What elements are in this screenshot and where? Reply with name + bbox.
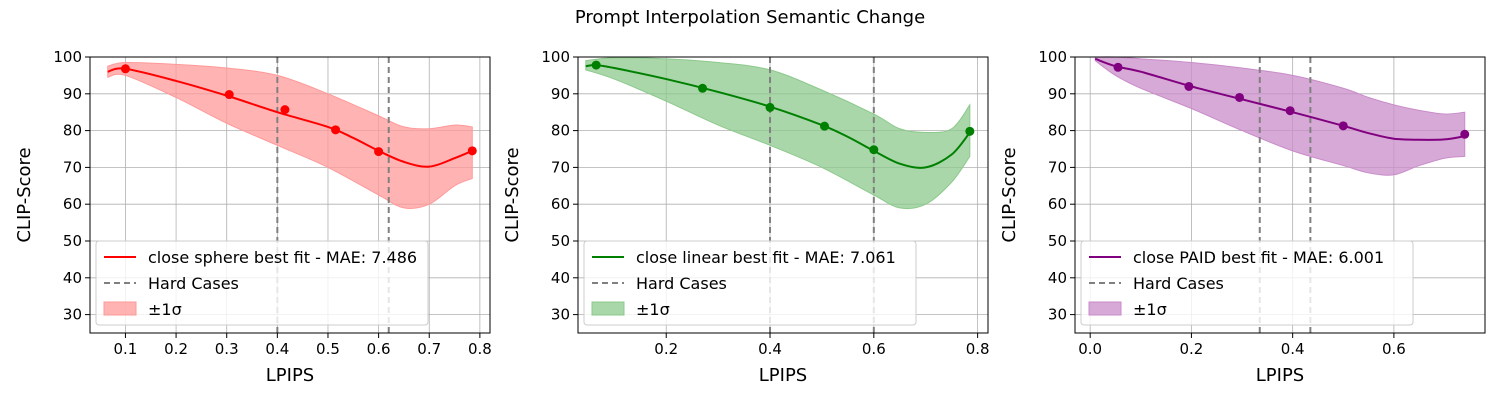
x-tick-label: 0.4: [1281, 340, 1305, 358]
data-point: [120, 64, 130, 74]
x-tick-label: 0.0: [1078, 340, 1102, 358]
best-fit-line: [107, 67, 473, 168]
y-tick-label: 70: [551, 158, 570, 176]
y-tick-label: 100: [541, 48, 570, 66]
y-tick-label: 70: [1048, 158, 1067, 176]
legend-band-swatch: [1088, 301, 1122, 316]
legend: close PAID best fit - MAE: 6.001 Hard Ca…: [1080, 240, 1414, 326]
y-tick-label: 90: [551, 85, 570, 103]
y-tick-label: 50: [1048, 232, 1067, 250]
x-tick-label: 0.7: [417, 340, 441, 358]
x-tick-label: 0.3: [215, 340, 239, 358]
legend: close sphere best fit - MAE: 7.486 Hard …: [95, 240, 429, 326]
x-tick-label: 0.2: [654, 340, 678, 358]
x-axis-label: LPIPS: [759, 365, 807, 386]
y-axis-label: CLIP-Score: [999, 147, 1020, 242]
x-tick-label: 0.6: [367, 340, 391, 358]
y-tick-label: 40: [63, 269, 82, 287]
legend-hard-label: Hard Cases: [1133, 274, 1224, 293]
sigma-band: [585, 57, 971, 210]
y-axis-label: CLIP-Score: [502, 147, 523, 242]
y-tick-label: 30: [63, 306, 82, 324]
y-tick-label: 90: [1048, 85, 1067, 103]
legend-band-swatch: [591, 301, 625, 316]
y-tick-label: 40: [1048, 269, 1067, 287]
x-tick-label: 0.5: [316, 340, 340, 358]
x-tick-label: 0.6: [1382, 340, 1406, 358]
sigma-band: [107, 61, 473, 209]
legend-hard-label: Hard Cases: [148, 274, 239, 293]
y-tick-label: 60: [1048, 195, 1067, 213]
data-point: [820, 121, 830, 131]
y-tick-label: 30: [1048, 306, 1067, 324]
y-tick-label: 80: [63, 122, 82, 140]
y-tick-label: 50: [63, 232, 82, 250]
figure-title: Prompt Interpolation Semantic Change: [575, 7, 925, 28]
y-tick-label: 100: [53, 48, 82, 66]
x-tick-label: 0.8: [966, 340, 990, 358]
data-point: [374, 147, 384, 157]
y-tick-label: 80: [551, 122, 570, 140]
legend-band-label: ±1σ: [1133, 300, 1167, 319]
legend-fit-label: close linear best fit - MAE: 7.061: [636, 248, 896, 267]
data-point: [224, 90, 234, 100]
y-tick-label: 40: [551, 269, 570, 287]
data-point: [1113, 62, 1123, 72]
data-point: [1285, 106, 1295, 116]
data-point: [869, 145, 879, 155]
y-tick-label: 60: [551, 195, 570, 213]
legend-band-label: ±1σ: [148, 300, 182, 319]
legend-band-label: ±1σ: [636, 300, 670, 319]
x-tick-label: 0.1: [114, 340, 138, 358]
legend-hard-label: Hard Cases: [636, 274, 727, 293]
best-fit-line: [1094, 57, 1465, 141]
y-tick-label: 70: [63, 158, 82, 176]
y-tick-label: 100: [1038, 48, 1067, 66]
legend-fit-label: close PAID best fit - MAE: 6.001: [1133, 248, 1384, 267]
subplot-paid: 0.0 0.2 0.4 0.6 30 40 50 60 70 80 90 100 LPIPS CLIP…: [999, 48, 1486, 386]
subplot-sphere: 0.1 0.2 0.3 0.4 0.5 0.6 0.7 0.8 30 40 50 60 70 80 90 10…: [14, 48, 492, 386]
x-axis-label: LPIPS: [1256, 365, 1304, 386]
data-point: [1184, 81, 1194, 91]
data-point: [1338, 121, 1348, 131]
legend-fit-label: close sphere best fit - MAE: 7.486: [148, 248, 417, 267]
y-tick-label: 60: [63, 195, 82, 213]
x-tick-label: 0.4: [758, 340, 782, 358]
data-point: [591, 60, 601, 70]
x-tick-label: 0.8: [468, 340, 492, 358]
data-point: [331, 125, 341, 135]
data-point: [698, 83, 708, 93]
legend-band-swatch: [103, 301, 137, 316]
x-tick-label: 0.2: [164, 340, 188, 358]
data-point: [965, 126, 975, 136]
y-tick-label: 50: [551, 232, 570, 250]
data-point: [467, 146, 477, 156]
x-tick-label: 0.6: [862, 340, 886, 358]
legend: close linear best fit - MAE: 7.061 Hard …: [583, 240, 917, 326]
data-point: [1460, 129, 1470, 139]
data-point: [1235, 92, 1245, 102]
x-tick-label: 0.4: [265, 340, 289, 358]
y-tick-label: 80: [1048, 122, 1067, 140]
y-tick-label: 30: [551, 306, 570, 324]
data-point: [765, 102, 775, 112]
x-axis-label: LPIPS: [266, 365, 314, 386]
x-tick-label: 0.2: [1179, 340, 1203, 358]
y-axis-label: CLIP-Score: [14, 147, 35, 242]
subplot-linear: 0.2 0.4 0.6 0.8 30 40 50 60 70 80 90 100 LPIPS CLIP…: [502, 48, 990, 386]
y-tick-label: 90: [63, 85, 82, 103]
data-point: [280, 105, 290, 115]
